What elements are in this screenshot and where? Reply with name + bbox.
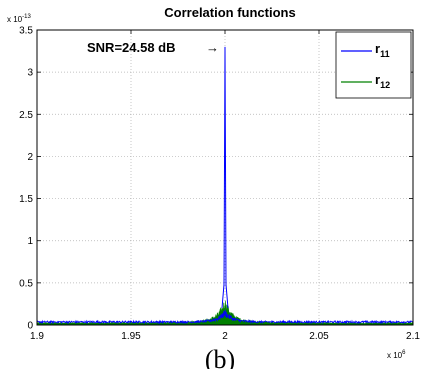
y-tick-label: 1.5	[19, 194, 33, 205]
x-tick-label: 2.05	[309, 331, 329, 342]
x-tick-label: 1.9	[30, 331, 44, 342]
legend-box	[335, 31, 412, 99]
series-r11-peak	[221, 46, 229, 309]
y-tick-label: 0.5	[19, 278, 33, 289]
svg-text:x 106: x 106	[387, 350, 406, 360]
x-tick-label: 2.1	[406, 331, 420, 342]
series-r11	[36, 309, 414, 325]
legend-label-r11: r11	[375, 41, 390, 59]
legend-label-r12: r12	[375, 72, 390, 90]
y-tick-label: 2.5	[19, 110, 33, 121]
snr-annotation: SNR=24.58 dB →	[87, 40, 219, 55]
x-tick-label: 2	[222, 331, 228, 342]
legend: r11 r12	[335, 31, 412, 99]
plot-series	[36, 46, 414, 326]
plot-area-border	[36, 29, 414, 326]
snr-annotation-arrow: →	[206, 40, 219, 55]
chart-title: Correlation functions	[164, 5, 295, 20]
grid-lines	[37, 30, 413, 325]
svg-text:x 10-13: x 10-13	[7, 14, 31, 24]
y-tick-label: 1	[27, 236, 33, 247]
y-tick-label: 2	[27, 152, 33, 163]
y-axis: 0 0.5 1 1.5 2 2.5 3 3.5	[19, 26, 413, 332]
x-tick-label: 1.95	[121, 331, 141, 342]
y-tick-label: 3.5	[19, 26, 33, 37]
y-exponent-label: x 10-13	[7, 14, 31, 24]
y-tick-label: 3	[27, 68, 33, 79]
x-exponent-label: x 106	[387, 350, 406, 360]
y-tick-label: 0	[27, 321, 33, 332]
snr-annotation-text: SNR=24.58 dB	[87, 40, 176, 55]
figure-caption: (b)	[205, 345, 235, 369]
